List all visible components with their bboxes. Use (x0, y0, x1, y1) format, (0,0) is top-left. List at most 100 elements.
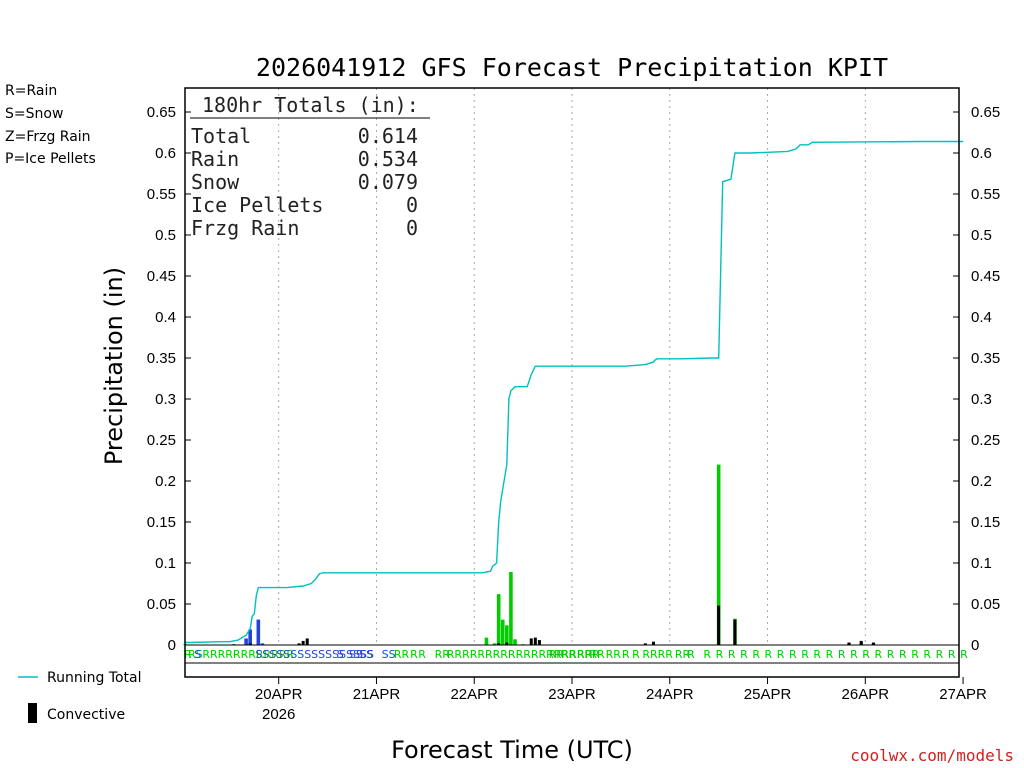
x-axis-title: Forecast Time (UTC) (391, 736, 633, 764)
bottom-legend: Running Total Convective (18, 670, 142, 723)
convective-legend-swatch (28, 703, 37, 723)
x-tick-sublabel-0: 2026 (262, 706, 295, 723)
ptype-group-28: R (752, 648, 760, 661)
y-tick-right-label-5: 0.4 (971, 309, 992, 326)
y-tick-right-label-4: 0.45 (971, 268, 1000, 285)
rain-bar-9 (716, 464, 721, 645)
plot-frame (184, 87, 960, 678)
convective-bar-11 (651, 641, 655, 645)
ptype-legend-snow: S=Snow (5, 106, 63, 122)
y-tick-right-label-9: 0.2 (971, 473, 992, 490)
rain-bar-6 (509, 572, 513, 645)
convective-bar-13 (733, 619, 737, 645)
convective-bar-2 (297, 643, 301, 645)
totals-title: 180hr Totals (in): (202, 93, 419, 117)
convective-bar-4 (305, 638, 309, 645)
x-tick-label-5: 25APR (744, 686, 792, 703)
totals-value-ice-pellets: 0 (406, 193, 418, 217)
y-axis-right: 0.65 0.6 0.55 0.5 0.45 0.4 0.35 0.3 0.25 0.2 0.15 0… (953, 104, 1000, 654)
ptype-group-26: R (728, 648, 736, 661)
totals-label-frzg-rain: Frzg Rain (191, 216, 299, 240)
ptype-group-39: R (887, 648, 895, 661)
ptype-group-35: R (838, 648, 846, 661)
ptype-legend: R=Rain S=Snow Z=Frzg Rain P=Ice Pellets (5, 83, 96, 167)
ptype-group-23: R (687, 648, 695, 661)
x-tick-label-2: 22APR (450, 686, 498, 703)
y-tick-left-label-11: 0.1 (155, 555, 176, 572)
y-tick-right-label-8: 0.25 (971, 432, 1000, 449)
rain-bar-1 (484, 637, 489, 645)
ptype-group-36: R (850, 648, 858, 661)
ptype-group-8: SS (382, 648, 396, 661)
ptype-group-3: RRRRRRRRRRRR (202, 648, 294, 661)
y-tick-right-label-2: 0.55 (971, 186, 1000, 203)
running-total-legend-label: Running Total (47, 670, 142, 686)
ptype-group-12: RR (435, 648, 451, 661)
snow-bar-1 (248, 629, 252, 645)
convective-bar-12 (717, 605, 721, 645)
snow-bar-3 (260, 643, 265, 645)
convective-bar-3 (301, 640, 305, 645)
rain-bar-4 (500, 619, 505, 645)
rain-bar-3 (496, 594, 501, 645)
y-tick-left-label-9: 0.2 (155, 473, 176, 490)
ptype-group-31: R (789, 648, 797, 661)
ptype-group-1: RS (188, 648, 203, 661)
x-tick-label-0: 20APR (255, 686, 303, 703)
rain-bar-5 (505, 625, 509, 645)
ptype-group-4: SSSSSSSSSSSSSSSSS (255, 648, 374, 661)
x-tick-label-7: 27APR (939, 686, 987, 703)
ptype-group-43: R (936, 648, 944, 661)
y-tick-right-label-3: 0.5 (971, 227, 992, 244)
totals-label-total: Total (191, 124, 251, 148)
convective-bar-14 (847, 642, 851, 645)
y-tick-right-label-10: 0.15 (971, 514, 1000, 531)
ptype-group-40: R (899, 648, 907, 661)
ptype-group-14: RR (549, 648, 565, 661)
totals-value-rain: 0.534 (358, 147, 418, 171)
y-tick-right-label-12: 0.05 (971, 596, 1000, 613)
ptype-group-41: R (911, 648, 919, 661)
ptype-group-44: R (948, 648, 956, 661)
ptype-group-2: S (194, 648, 201, 661)
ptype-group-45: R (960, 648, 968, 661)
ptype-group-21: RRRR (642, 648, 673, 661)
y-tick-right-label-1: 0.6 (971, 145, 992, 162)
ptype-group-22: RR (675, 648, 691, 661)
ptype-group-42: R (923, 648, 931, 661)
totals-box: 180hr Totals (in): Total 0.614 Rain 0.53… (190, 93, 430, 240)
ptype-group-6: SS (349, 648, 363, 661)
y-tick-right-label-11: 0.1 (971, 555, 992, 572)
ptype-group-9: RR (394, 648, 410, 661)
ptype-group-17: RR (589, 648, 605, 661)
y-tick-left-label-4: 0.45 (147, 268, 176, 285)
convective-bar-5 (497, 643, 501, 645)
ptype-group-16: RR (577, 648, 593, 661)
totals-label-ice-pellets: Ice Pellets (191, 193, 323, 217)
ptype-group-5: S (337, 648, 344, 661)
convective-bar-1 (248, 643, 252, 645)
y-tick-left-label-13: 0 (168, 637, 176, 654)
ptype-legend-frzg-rain: Z=Frzg Rain (5, 129, 91, 145)
rain-bar-7 (513, 639, 517, 645)
x-tick-label-3: 23APR (548, 686, 596, 703)
y-tick-left-label-12: 0.05 (147, 596, 176, 613)
y-tick-left-label-3: 0.5 (155, 227, 176, 244)
ptype-group-10: R (410, 648, 418, 661)
y-tick-left-label-7: 0.3 (155, 391, 176, 408)
x-tick-label-4: 24APR (646, 686, 694, 703)
convective-bar-9 (537, 640, 541, 645)
x-tick-label-1: 21APR (353, 686, 401, 703)
ptype-group-33: R (813, 648, 821, 661)
y-axis-title: Precipitation (in) (100, 267, 128, 465)
totals-value-frzg-rain: 0 (406, 216, 418, 240)
y-tick-left-label-5: 0.4 (155, 309, 176, 326)
ptype-group-18: RR (606, 648, 622, 661)
ptype-group-32: R (801, 648, 809, 661)
ptype-group-15: RR (561, 648, 577, 661)
ptype-group-29: R (765, 648, 773, 661)
convective-bar-6 (505, 642, 509, 645)
ptype-group-37: R (862, 648, 870, 661)
